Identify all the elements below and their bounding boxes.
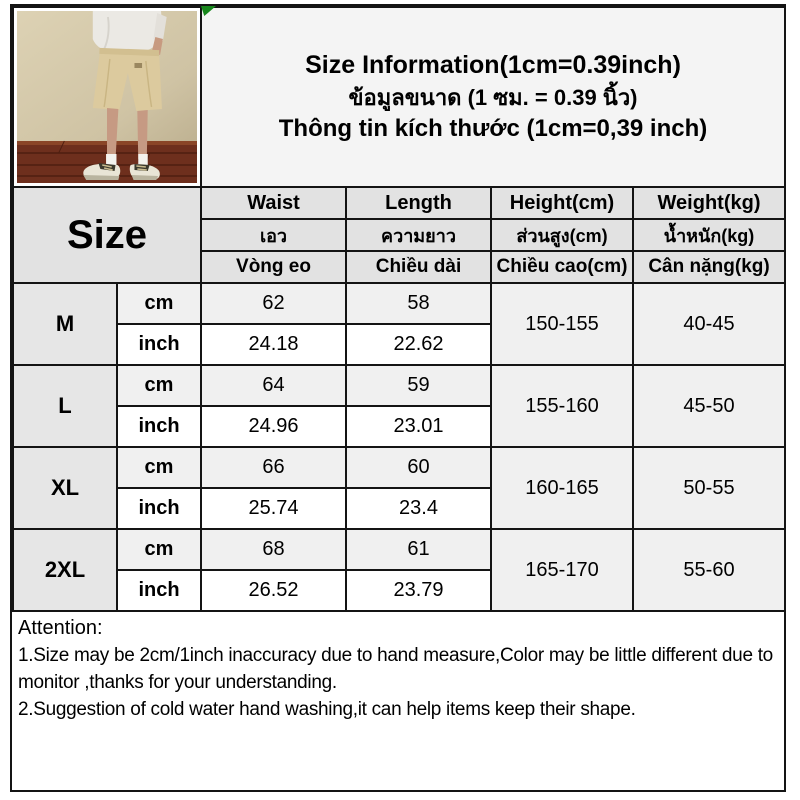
col-header-height-th: ส่วนสูง(cm) [490, 218, 634, 252]
table-row-l-cm: L cm 64 59 155-160 45-50 [12, 364, 787, 448]
unit-label-cm: cm [116, 364, 202, 407]
table-row-xl-cm: XL cm 66 60 160-165 50-55 [12, 446, 787, 530]
col-header-weight-en: Weight(kg) [631, 186, 787, 220]
column-header-row-en: Size Waist Length Height(cm) Weight(kg) [12, 186, 787, 284]
xl-length-cm: 60 [345, 446, 492, 489]
table-row-m-inch: inch 24.18 22.62 [13, 323, 785, 366]
2xl-length-cm: 61 [345, 528, 492, 571]
2xl-height: 165-170 [490, 528, 634, 612]
m-length-cm: 58 [345, 282, 492, 325]
2xl-waist-inch: 26.52 [200, 569, 347, 612]
l-waist-inch: 24.96 [200, 405, 347, 448]
attention-heading: Attention: [18, 617, 103, 639]
table-row-m-cm: M cm 62 58 150-155 40-45 [12, 282, 787, 366]
table-row-2xl-cm: 2XL cm 68 61 165-170 55-60 [12, 528, 787, 612]
unit-label-cm: cm [116, 282, 202, 325]
table-row-xl-inch: inch 25.74 23.4 [13, 487, 785, 530]
l-length-cm: 59 [345, 364, 492, 407]
l-waist-cm: 64 [200, 364, 347, 407]
size-table: Size Information(1cm=0.39inch) ข้อมูลขนา… [12, 6, 787, 612]
column-header-row-th: เอว ความยาว ส่วนสูง(cm) น้ำหนัก(kg) [13, 218, 787, 252]
m-length-inch: 22.62 [345, 323, 492, 366]
col-header-length-en: Length [345, 186, 492, 220]
table-row-2xl-inch: inch 26.52 23.79 [13, 569, 785, 612]
col-header-weight-th: น้ำหนัก(kg) [631, 218, 787, 252]
attention-note-1: 1.Size may be 2cm/1inch inaccuracy due t… [18, 645, 773, 693]
2xl-weight: 55-60 [631, 528, 787, 612]
l-length-inch: 23.01 [345, 405, 492, 448]
2xl-waist-cm: 68 [200, 528, 347, 571]
xl-height: 160-165 [490, 446, 634, 530]
attention-notes: Attention: 1.Size may be 2cm/1inch inacc… [12, 612, 784, 723]
unit-label-inch: inch [116, 569, 202, 612]
col-header-waist-en: Waist [200, 186, 347, 220]
unit-label-cm: cm [116, 446, 202, 489]
title-vietnamese: Thông tin kích thước (1cm=0,39 inch) [278, 114, 708, 142]
size-label-m: M [12, 282, 118, 366]
xl-weight: 50-55 [631, 446, 787, 530]
m-weight: 40-45 [631, 282, 787, 366]
table-row-l-inch: inch 24.96 23.01 [13, 405, 785, 448]
xl-waist-cm: 66 [200, 446, 347, 489]
title-english: Size Information(1cm=0.39inch) [305, 51, 681, 80]
col-header-height-en: Height(cm) [490, 186, 634, 220]
col-header-height-vi: Chiều cao(cm) [490, 250, 634, 284]
title-cell: Size Information(1cm=0.39inch) ข้อมูลขนา… [199, 6, 787, 188]
chart-frame: Size Information(1cm=0.39inch) ข้อมูลขนา… [10, 4, 787, 792]
unit-label-inch: inch [116, 323, 202, 366]
col-header-length-th: ความยาว [345, 218, 492, 252]
product-photo [12, 6, 202, 188]
size-label-l: L [12, 364, 118, 448]
size-label-xl: XL [12, 446, 118, 530]
header-banner-row: Size Information(1cm=0.39inch) ข้อมูลขนา… [12, 6, 787, 188]
size-label-2xl: 2XL [12, 528, 118, 612]
col-header-weight-vi: Cân nặng(kg) [631, 250, 787, 284]
title-thai: ข้อมูลขนาด (1 ซม. = 0.39 นิ้ว) [348, 84, 638, 110]
col-header-waist-th: เอว [200, 218, 347, 252]
unit-label-inch: inch [116, 487, 202, 530]
l-weight: 45-50 [631, 364, 787, 448]
green-corner-mark [201, 6, 216, 16]
m-waist-inch: 24.18 [200, 323, 347, 366]
m-waist-cm: 62 [200, 282, 347, 325]
m-height: 150-155 [490, 282, 634, 366]
attention-note-2: 2.Suggestion of cold water hand washing,… [18, 699, 636, 720]
col-header-waist-vi: Vòng eo [200, 250, 347, 284]
unit-label-cm: cm [116, 528, 202, 571]
column-header-row-vi: Vòng eo Chiều dài Chiều cao(cm) Cân nặng… [13, 250, 787, 284]
xl-waist-inch: 25.74 [200, 487, 347, 530]
2xl-length-inch: 23.79 [345, 569, 492, 612]
xl-length-inch: 23.4 [345, 487, 492, 530]
unit-label-inch: inch [116, 405, 202, 448]
size-column-header: Size [12, 186, 202, 284]
model-photo-illustration [17, 11, 197, 183]
l-height: 155-160 [490, 364, 634, 448]
col-header-length-vi: Chiều dài [345, 250, 492, 284]
